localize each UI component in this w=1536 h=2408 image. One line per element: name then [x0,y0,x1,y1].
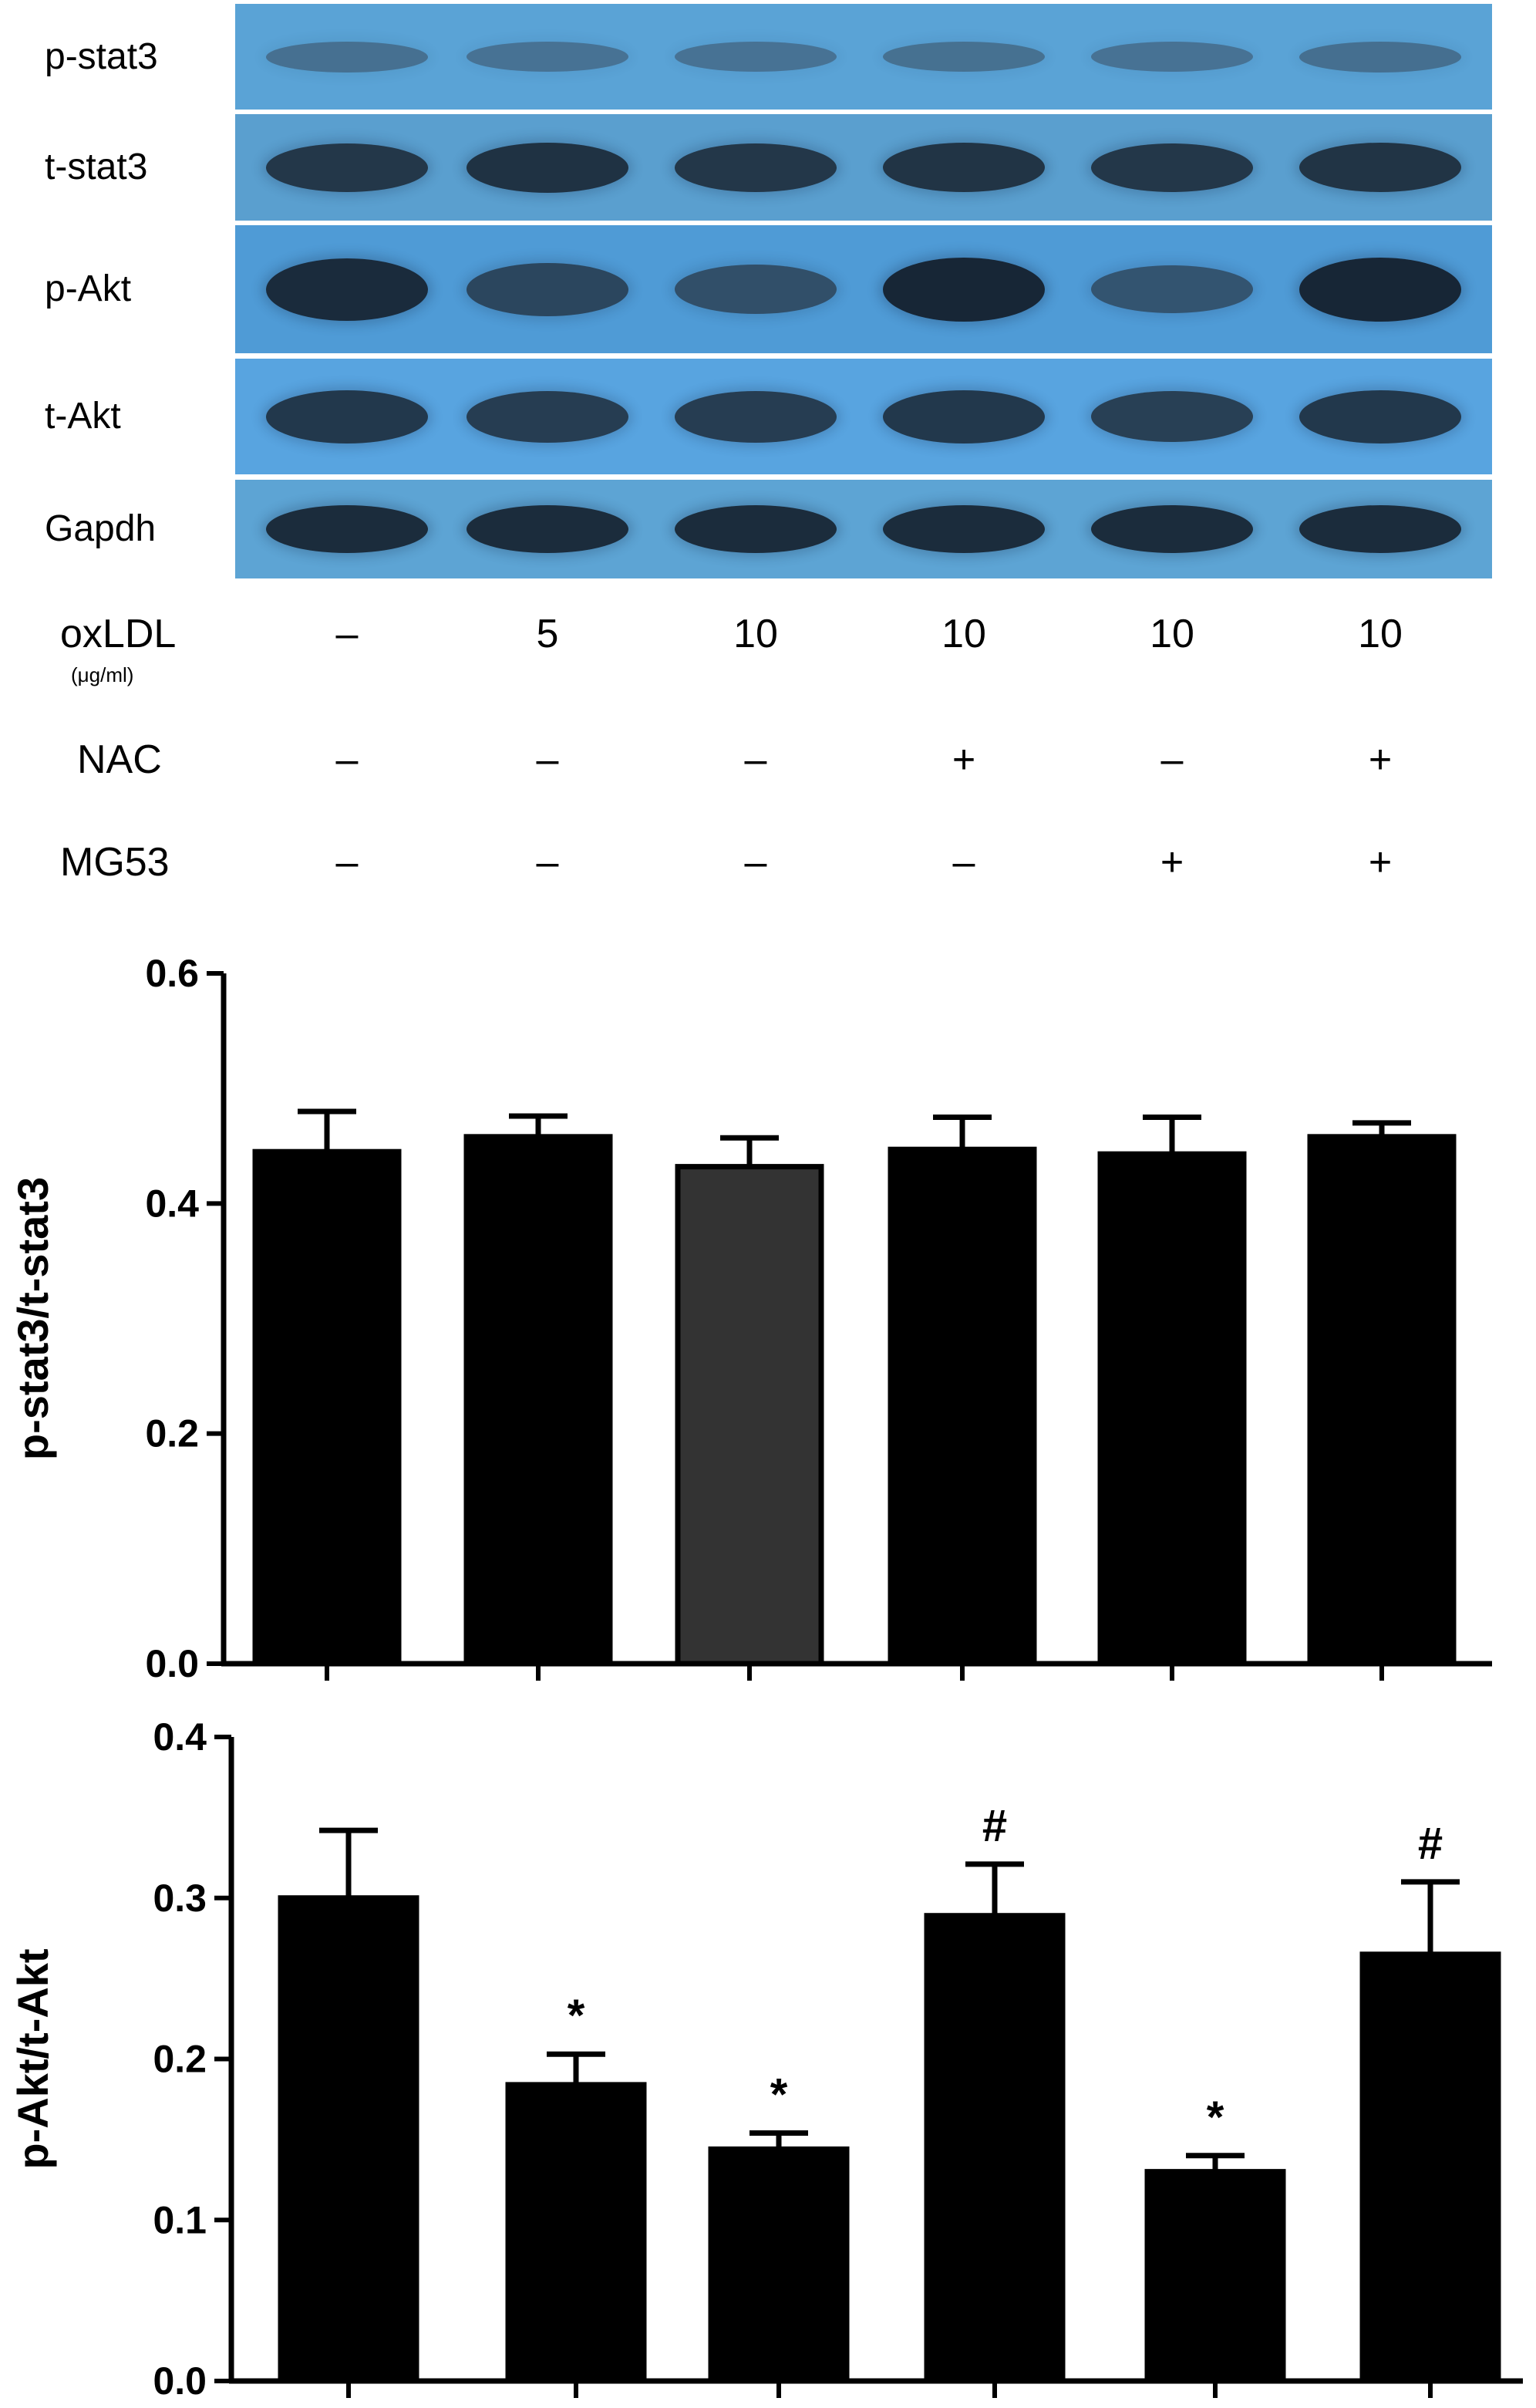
nac-value: + [1368,737,1393,782]
mg53-value: – [744,840,767,885]
blot-band [675,391,837,443]
blot-band [1091,42,1253,72]
blot-band [266,505,428,553]
blot-band [266,258,428,321]
nac-value: + [952,737,976,782]
nac-value: – [335,737,359,782]
blot-band [266,390,428,443]
p-stat3-chart-svg: 0.0 0.2 0.4 0.6 p-stat3/t-stat3 [8,952,1492,1685]
y-axis-title: p-Akt/t-Akt [8,1948,57,2169]
y-tick-label: 0.1 [153,2198,207,2241]
mg53-value: + [1160,840,1184,885]
blot-band [1091,265,1253,313]
mg53-value: – [335,840,359,885]
blot-strip-t-stat3 [235,114,1492,221]
bar [463,1134,613,1667]
blot-band [883,258,1045,322]
y-tick-label: 0.0 [145,1642,199,1685]
mg53-value: + [1368,840,1393,885]
y-tick-label: 0.4 [153,1715,207,1759]
oxldl-value: 5 [536,612,559,656]
nac-value: – [1160,737,1184,782]
blot-band [1091,391,1253,442]
y-tick-label: 0.4 [145,1182,199,1225]
significance-mark: # [1418,1819,1443,1869]
blot-band [467,391,628,443]
y-axis-title: p-stat3/t-stat3 [8,1177,57,1460]
blot-label-t-akt: t-Akt [45,396,121,437]
blot-strip-p-akt [235,225,1492,353]
blot-band [467,263,628,316]
mg53-value: – [952,840,975,885]
oxldl-value: 10 [733,612,778,656]
blot-label-p-stat3: p-stat3 [45,35,158,77]
bar [1144,2169,1286,2384]
p-stat3-ratio-chart: 0.0 0.2 0.4 0.6 p-stat3/t-stat3 [0,926,1536,1689]
blot-strip-p-stat3 [235,4,1492,110]
blot-band [1299,258,1461,322]
blot-band [1091,143,1253,192]
blot-band [266,143,428,192]
blot-band [1299,143,1461,192]
oxldl-value: 10 [1150,612,1194,656]
blot-label-p-akt: p-Akt [45,268,132,309]
blot-band [883,390,1045,443]
oxldl-value: – [335,612,359,656]
significance-mark: * [568,1991,585,2041]
blot-band [266,42,428,73]
y-tick-label: 0.0 [153,2359,207,2403]
blot-band [1091,505,1253,553]
oxldl-unit: (μg/ml) [71,663,134,686]
p-akt-ratio-chart: 0.0 0.1 0.2 0.3 0.4 p-Akt/t-Akt * * # * # [0,1674,1536,2404]
bar [278,1895,419,2384]
p-akt-chart-svg: 0.0 0.1 0.2 0.3 0.4 p-Akt/t-Akt * * # * # [8,1715,1523,2403]
significance-mark: * [770,2070,788,2120]
blot-band [675,265,837,314]
y-tick-label: 0.2 [145,1412,199,1455]
oxldl-value: 10 [1358,612,1403,656]
blot-label-gapdh: Gapdh [45,508,157,549]
blot-label-t-stat3: t-stat3 [45,147,148,187]
nac-value: – [744,737,767,782]
blot-band [467,505,628,553]
bar [1097,1151,1247,1667]
blot-band [883,143,1045,192]
significance-mark: * [1207,2093,1224,2143]
bar [708,2146,850,2384]
oxldl-value: 10 [941,612,986,656]
bar [1359,1951,1501,2384]
blot-band [675,505,837,553]
y-tick-label: 0.6 [145,952,199,995]
significance-mark: # [982,1801,1007,1851]
western-blot-panel: p-stat3 t-stat3 p-Akt t-Akt Gapdh [0,0,1536,586]
bar [252,1148,402,1667]
blot-band [1299,505,1461,553]
bar [1307,1134,1457,1667]
blot-band [883,42,1045,72]
blot-band [675,42,837,72]
blot-band [467,42,628,72]
nac-label: NAC [77,737,162,782]
bar [505,2082,647,2384]
blot-band [1299,390,1461,443]
blot-band [675,143,837,192]
blot-strip-gapdh [235,480,1492,578]
mg53-value: – [536,840,559,885]
nac-value: – [536,737,559,782]
blot-strip-t-akt [235,359,1492,474]
bar [924,1913,1066,2384]
blot-band [1299,42,1461,73]
mg53-label: MG53 [60,840,170,885]
y-tick-label: 0.3 [153,1877,207,1920]
oxldl-label: oxLDL [60,612,177,656]
bar [675,1164,824,1667]
y-tick-label: 0.2 [153,2038,207,2081]
blot-band [467,143,628,193]
bar [888,1146,1037,1667]
blot-band [883,505,1045,553]
